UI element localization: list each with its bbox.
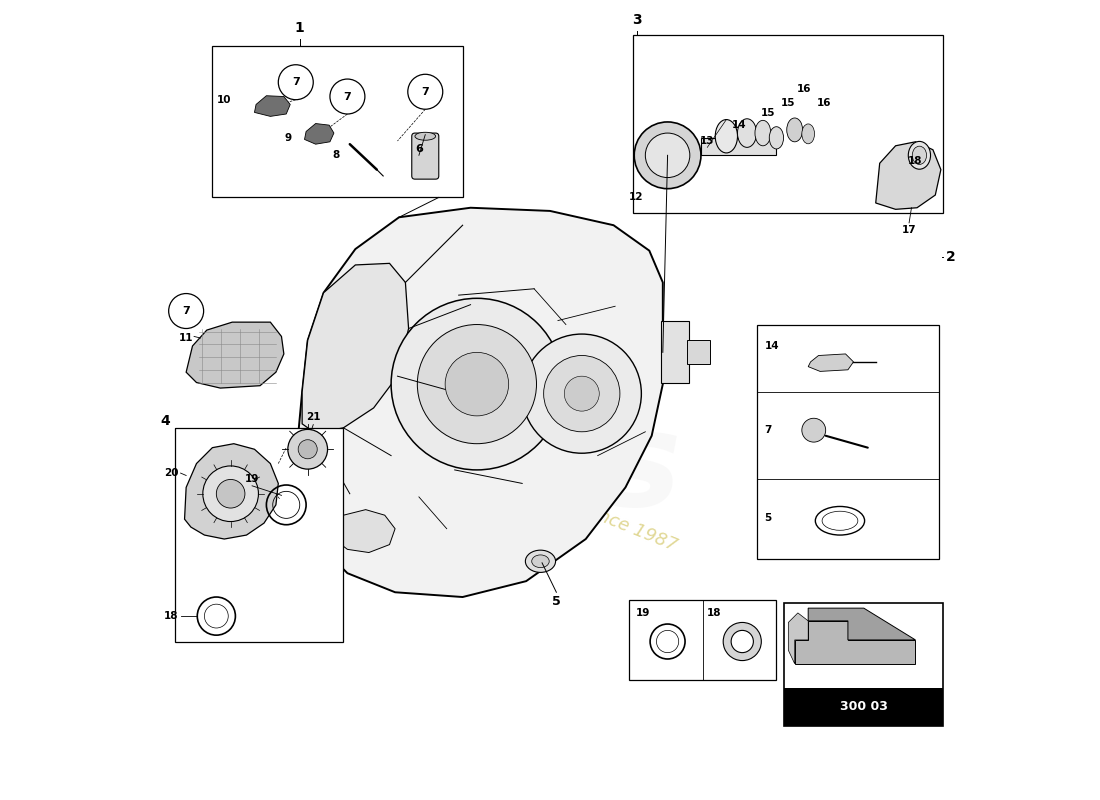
Polygon shape [808, 608, 915, 640]
Text: 16: 16 [817, 98, 832, 108]
Text: 5: 5 [552, 594, 561, 608]
Text: 15: 15 [761, 108, 776, 118]
FancyBboxPatch shape [784, 602, 944, 726]
Ellipse shape [786, 118, 803, 142]
Text: 16: 16 [798, 84, 812, 94]
Circle shape [408, 74, 442, 110]
FancyBboxPatch shape [757, 325, 939, 559]
Text: 17: 17 [902, 226, 916, 235]
Circle shape [298, 440, 317, 458]
Text: 13: 13 [700, 136, 715, 146]
Polygon shape [331, 510, 395, 553]
Text: 14: 14 [732, 120, 747, 130]
Circle shape [168, 294, 204, 329]
Circle shape [330, 79, 365, 114]
FancyBboxPatch shape [411, 133, 439, 179]
Circle shape [646, 133, 690, 178]
Polygon shape [297, 208, 663, 597]
Text: 300 03: 300 03 [840, 700, 888, 713]
Circle shape [202, 466, 258, 522]
Text: a passion for parts since 1987: a passion for parts since 1987 [420, 436, 680, 554]
Ellipse shape [526, 550, 556, 572]
Text: 14: 14 [764, 341, 779, 351]
Circle shape [288, 430, 328, 469]
Text: 19: 19 [245, 474, 260, 485]
Text: 15: 15 [781, 98, 795, 108]
Text: 7: 7 [183, 306, 190, 316]
Circle shape [635, 122, 701, 189]
Text: 3: 3 [632, 13, 642, 26]
FancyBboxPatch shape [175, 428, 343, 642]
Circle shape [392, 298, 563, 470]
Circle shape [543, 355, 620, 432]
Text: 6: 6 [415, 144, 422, 154]
FancyBboxPatch shape [701, 138, 777, 155]
Text: 7: 7 [764, 425, 772, 435]
Ellipse shape [909, 142, 931, 170]
Text: 7: 7 [292, 78, 299, 87]
FancyBboxPatch shape [784, 687, 944, 726]
Polygon shape [185, 444, 278, 539]
Ellipse shape [737, 118, 757, 147]
Text: 18: 18 [707, 608, 722, 618]
Circle shape [564, 376, 600, 411]
Circle shape [278, 65, 314, 100]
Text: 4: 4 [161, 414, 170, 428]
Text: 8: 8 [332, 150, 339, 160]
FancyBboxPatch shape [629, 600, 777, 680]
Text: 20: 20 [164, 468, 178, 478]
Text: 2: 2 [946, 250, 956, 264]
Text: 9: 9 [284, 133, 292, 143]
Circle shape [417, 325, 537, 444]
Text: euro
parts: euro parts [292, 299, 682, 533]
Ellipse shape [769, 126, 783, 149]
Polygon shape [186, 322, 284, 388]
Text: 18: 18 [164, 611, 178, 621]
FancyBboxPatch shape [634, 34, 944, 214]
Text: 10: 10 [217, 94, 231, 105]
Polygon shape [254, 96, 290, 116]
Polygon shape [808, 354, 854, 371]
Text: 7: 7 [343, 91, 351, 102]
Text: 12: 12 [628, 192, 643, 202]
FancyBboxPatch shape [661, 321, 689, 382]
FancyBboxPatch shape [686, 341, 711, 364]
Ellipse shape [802, 124, 814, 144]
Ellipse shape [755, 120, 771, 146]
Text: 19: 19 [636, 608, 650, 618]
Polygon shape [789, 613, 808, 664]
Polygon shape [876, 142, 940, 210]
Polygon shape [305, 123, 334, 144]
Text: 11: 11 [179, 333, 194, 343]
Text: 7: 7 [421, 86, 429, 97]
Text: 1: 1 [295, 21, 305, 34]
Circle shape [217, 479, 245, 508]
Circle shape [446, 352, 508, 416]
Ellipse shape [531, 555, 549, 568]
Text: 18: 18 [909, 156, 923, 166]
Text: 21: 21 [306, 412, 320, 422]
Ellipse shape [715, 119, 737, 153]
Text: 5: 5 [764, 513, 772, 522]
Circle shape [802, 418, 826, 442]
Circle shape [522, 334, 641, 454]
Polygon shape [302, 263, 408, 434]
Polygon shape [794, 621, 915, 664]
Ellipse shape [912, 146, 926, 165]
FancyBboxPatch shape [212, 46, 463, 198]
Ellipse shape [415, 132, 436, 140]
